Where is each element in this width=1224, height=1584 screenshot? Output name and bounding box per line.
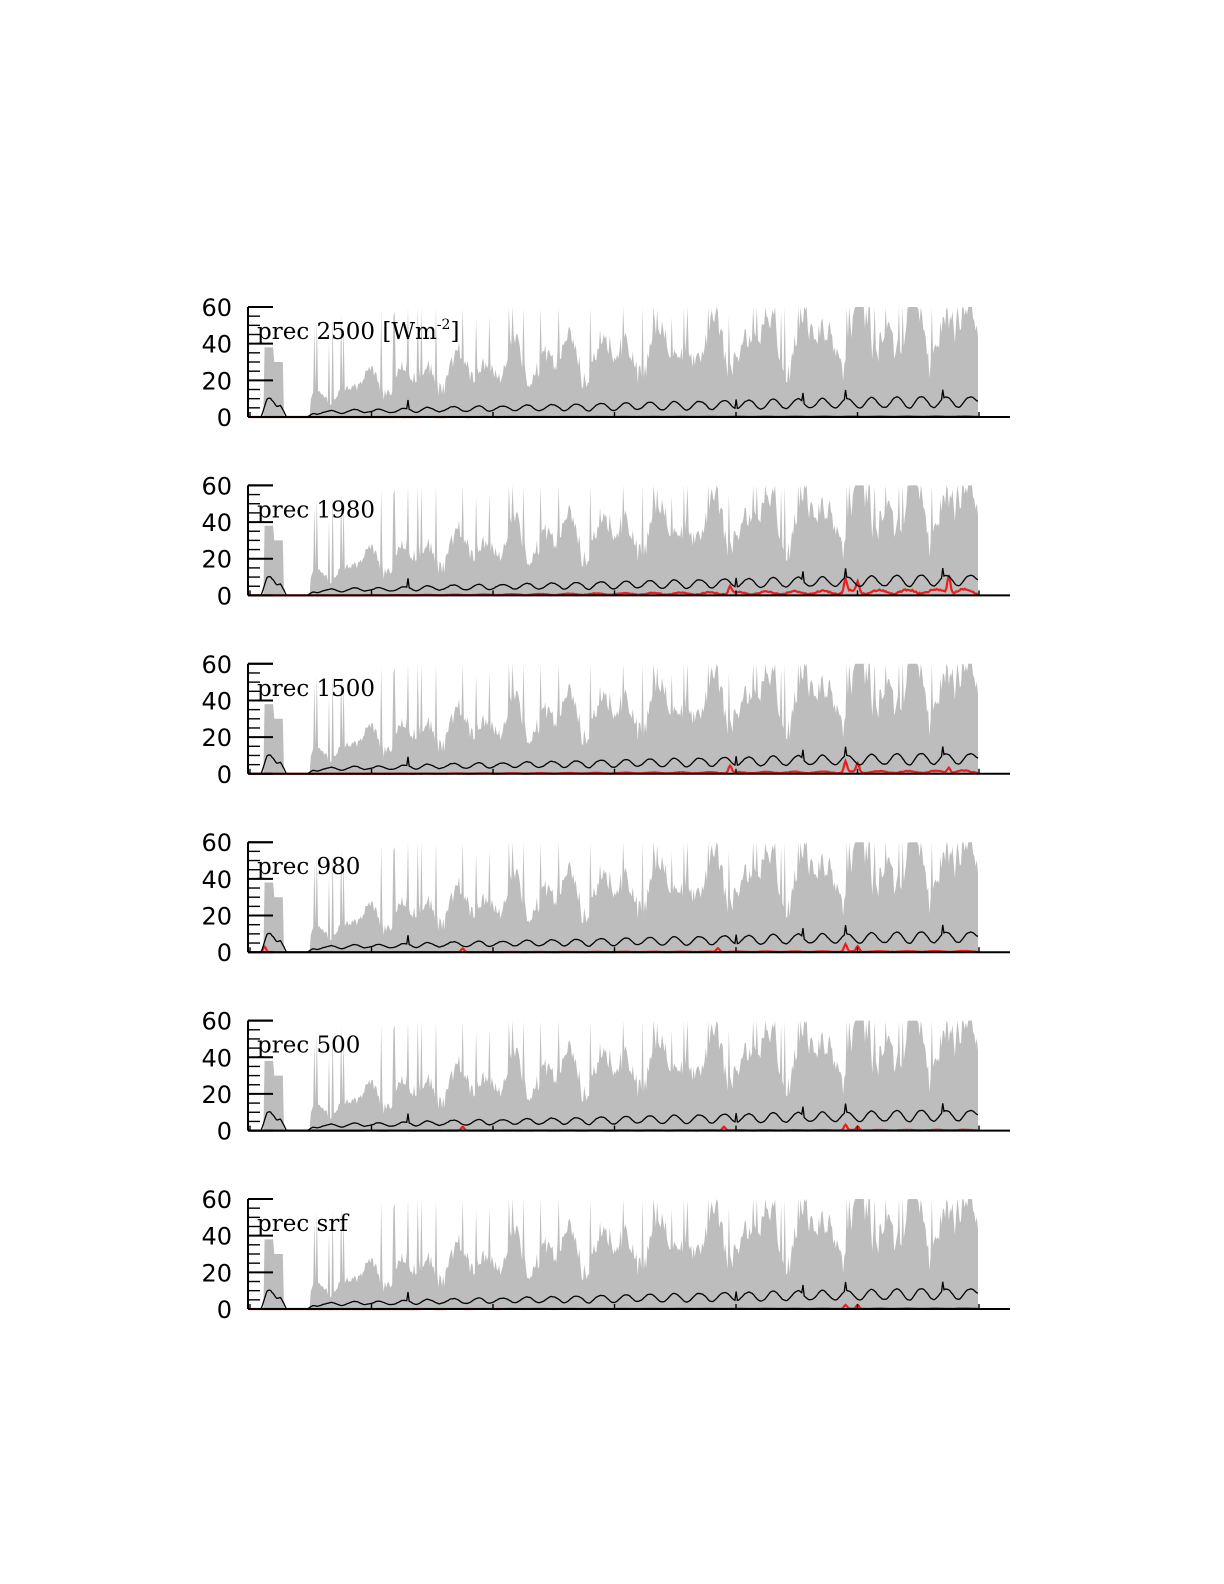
panel-label-superscript: -2: [437, 317, 451, 333]
y-tick-label: 60: [201, 651, 232, 679]
panel-label: prec 980: [257, 854, 360, 880]
y-tick-label: 20: [201, 546, 232, 574]
panel-label: prec 500: [257, 1033, 360, 1059]
mean-line: [250, 389, 979, 418]
mean-line: [250, 1281, 979, 1310]
mean-line: [250, 567, 979, 597]
y-tick-label: 0: [217, 761, 232, 789]
panel-2: 0 20 40 60 prec 1980: [201, 472, 1010, 610]
y-tick-label: 20: [201, 724, 232, 752]
mean-line: [250, 1103, 979, 1132]
y-tick-label: 20: [201, 1259, 232, 1287]
spread-area: [250, 485, 978, 596]
panel-4: 0 20 40 60 prec 980: [201, 829, 1010, 967]
panel-6: 0 20 40 60 prec srf: [201, 1186, 1010, 1324]
y-tick-label: 60: [201, 472, 232, 500]
mean-line: [250, 746, 979, 775]
y-tick-label: 40: [201, 687, 232, 715]
y-tick-label: 40: [201, 1223, 232, 1251]
y-tick-label: 40: [201, 331, 232, 359]
y-tick-label: 40: [201, 509, 232, 537]
y-tick-label: 20: [201, 367, 232, 395]
spread-area: [250, 663, 978, 774]
spread-area: [250, 1020, 978, 1131]
y-tick-label: 40: [201, 1044, 232, 1072]
panel-label: prec 1980: [257, 497, 375, 523]
panel-1: 0 20 40 60 prec 2500 [Wm-2]: [201, 294, 1010, 432]
y-tick-label: 60: [201, 294, 232, 322]
spread-area: [250, 1199, 978, 1309]
y-tick-label: 0: [217, 582, 232, 610]
mean-line: [250, 924, 979, 953]
y-tick-label: 0: [217, 1118, 232, 1146]
panel-3: 0 20 40 60 prec 1500: [201, 651, 1010, 789]
spread-area: [250, 842, 978, 953]
y-tick-label: 0: [217, 404, 232, 432]
spread-area: [250, 307, 978, 417]
panel-label: prec srf: [257, 1211, 349, 1237]
y-tick-label: 40: [201, 866, 232, 894]
y-tick-label: 20: [201, 1081, 232, 1109]
y-tick-label: 0: [217, 1296, 232, 1324]
y-tick-label: 60: [201, 829, 232, 857]
panel-5: 0 20 40 60 prec 500: [201, 1008, 1010, 1146]
panel-label: prec 2500 [Wm-2]: [257, 317, 459, 345]
y-tick-label: 20: [201, 903, 232, 931]
y-tick-label: 0: [217, 939, 232, 967]
y-tick-label: 60: [201, 1008, 232, 1036]
panel-label-end: ]: [450, 319, 459, 345]
panel-label: prec 1500: [257, 676, 375, 702]
y-tick-label: 60: [201, 1186, 232, 1214]
